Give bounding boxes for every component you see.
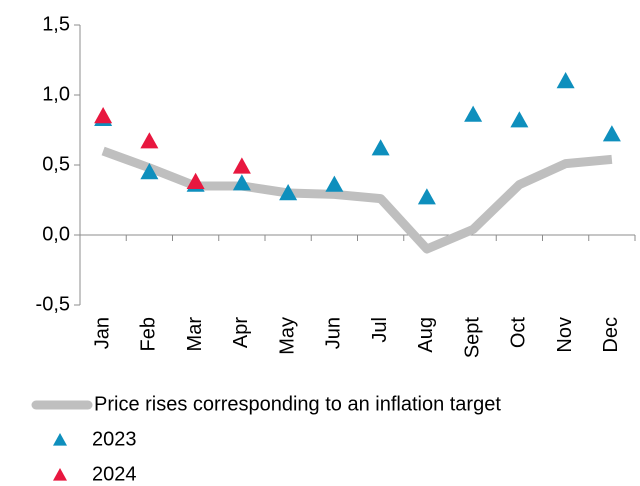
x-tick-label: Jan xyxy=(91,317,113,349)
x-tick-label: Apr xyxy=(230,317,252,348)
data-point xyxy=(556,72,575,89)
y-tick-label: 0,5 xyxy=(42,153,70,175)
x-tick-label: Dec xyxy=(600,317,622,353)
data-point xyxy=(94,107,113,124)
y-tick-label: 1,5 xyxy=(42,13,70,35)
data-point xyxy=(417,188,436,205)
data-point xyxy=(279,184,298,201)
legend-swatch xyxy=(53,468,67,481)
data-point xyxy=(510,111,529,128)
x-tick-label: Nov xyxy=(554,317,576,353)
x-tick-label: Sept xyxy=(461,317,483,359)
legend-swatch xyxy=(53,433,67,446)
data-point xyxy=(464,105,483,122)
data-point xyxy=(325,175,344,192)
legend-label: 2024 xyxy=(92,463,137,485)
data-point xyxy=(602,125,621,142)
x-tick-label: Jun xyxy=(323,317,345,349)
data-point xyxy=(186,172,205,189)
legend-label: 2023 xyxy=(92,428,137,450)
y-tick-label: 0,0 xyxy=(42,223,70,245)
x-tick-label: Oct xyxy=(508,317,530,349)
data-point xyxy=(232,157,251,174)
series-line xyxy=(101,146,613,254)
legend-label: Price rises corresponding to an inflatio… xyxy=(94,393,501,415)
x-tick-label: Aug xyxy=(415,317,437,353)
data-point xyxy=(140,163,159,180)
x-tick-label: May xyxy=(276,317,298,355)
data-point xyxy=(140,132,159,149)
data-point xyxy=(371,139,390,156)
data-point xyxy=(232,174,251,191)
x-tick-label: Mar xyxy=(184,317,206,352)
y-tick-label: -0,5 xyxy=(36,293,70,315)
y-tick-label: 1,0 xyxy=(42,83,70,105)
x-tick-label: Jul xyxy=(369,317,391,343)
x-tick-label: Feb xyxy=(138,317,160,351)
